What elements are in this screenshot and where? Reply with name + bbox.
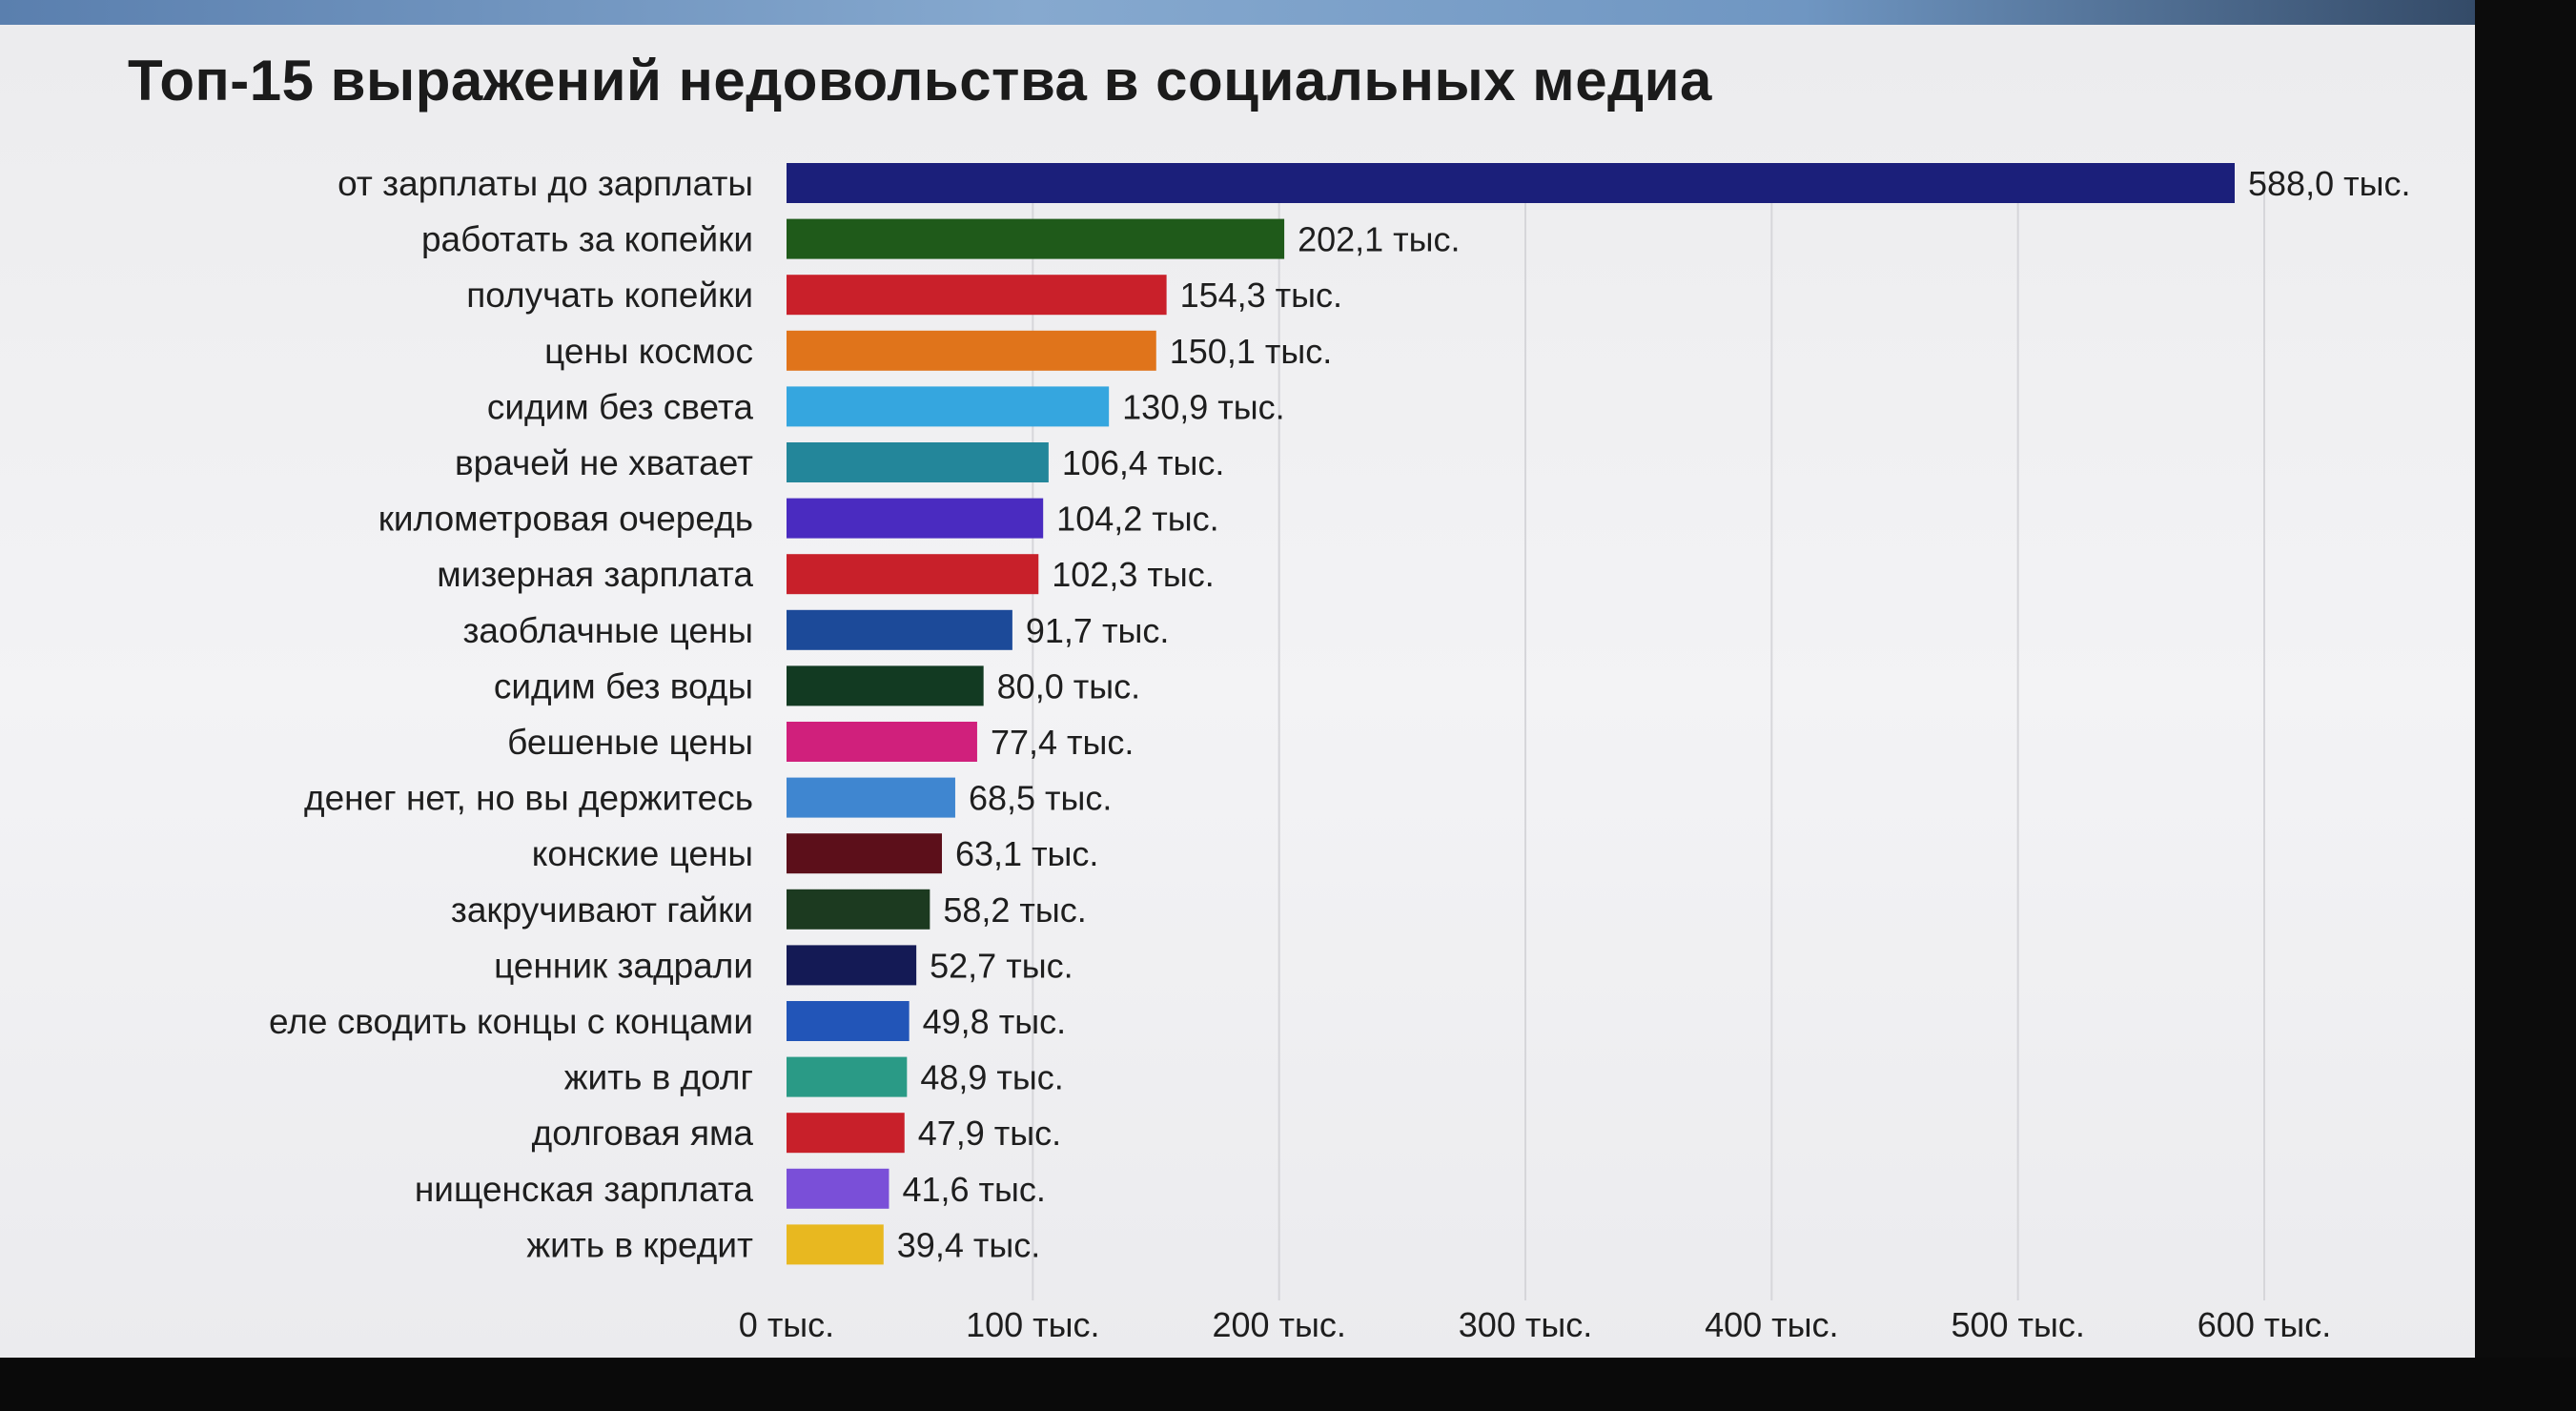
value-label-19: 39,4 тыс.: [897, 1225, 1040, 1264]
value-label-10: 77,4 тыс.: [991, 723, 1134, 762]
bar-19: [787, 1224, 884, 1265]
bar-6: [787, 498, 1044, 539]
category-label-17: долговая яма: [532, 1114, 754, 1153]
bar-9: [787, 665, 984, 706]
x-tick-label-0: 0 тыс.: [739, 1305, 834, 1344]
x-tick-label-5: 500 тыс.: [1951, 1305, 2084, 1344]
value-label-1: 202,1 тыс.: [1298, 220, 1460, 259]
chart-title: Топ-15 выражений недовольства в социальн…: [128, 49, 1712, 112]
bar-18: [787, 1168, 889, 1209]
category-label-15: еле сводить концы с концами: [269, 1002, 753, 1041]
value-label-14: 52,7 тыс.: [930, 946, 1073, 985]
category-label-19: жить в кредит: [526, 1225, 753, 1264]
bar-17: [787, 1113, 905, 1154]
value-label-8: 91,7 тыс.: [1026, 611, 1169, 650]
value-label-13: 58,2 тыс.: [943, 890, 1086, 930]
value-label-15: 49,8 тыс.: [923, 1002, 1066, 1041]
x-tick-label-2: 200 тыс.: [1212, 1305, 1345, 1344]
bar-14: [787, 945, 917, 986]
value-label-12: 63,1 тыс.: [955, 834, 1098, 873]
value-label-0: 588,0 тыс.: [2248, 164, 2410, 203]
category-label-0: от зарплаты до зарплаты: [337, 164, 753, 203]
value-label-2: 154,3 тыс.: [1180, 276, 1342, 315]
value-label-11: 68,5 тыс.: [969, 779, 1112, 818]
bar-5: [787, 442, 1049, 482]
category-label-9: сидим без воды: [494, 666, 753, 706]
bar-13: [787, 889, 930, 930]
value-label-3: 150,1 тыс.: [1170, 332, 1332, 371]
bottom-frame: [0, 1358, 2576, 1411]
value-label-6: 104,2 тыс.: [1056, 500, 1218, 539]
category-label-6: километровая очередь: [378, 500, 753, 539]
category-label-4: сидим без света: [487, 387, 754, 426]
bar-2: [787, 275, 1167, 316]
category-label-10: бешеные цены: [507, 723, 753, 762]
bar-0: [787, 163, 2235, 203]
bar-15: [787, 1001, 910, 1041]
bar-7: [787, 554, 1039, 595]
category-label-1: работать за копейки: [421, 220, 753, 259]
category-label-18: нищенская зарплата: [415, 1170, 754, 1209]
bar-12: [787, 833, 943, 874]
bar-chart: от зарплаты до зарплаты 588,0 тыс. работат…: [269, 163, 2410, 1344]
x-tick-label-3: 300 тыс.: [1459, 1305, 1592, 1344]
x-tick-label-1: 100 тыс.: [966, 1305, 1099, 1344]
category-label-13: закручивают гайки: [451, 890, 753, 930]
bar-11: [787, 777, 955, 818]
category-label-11: денег нет, но вы держитесь: [304, 779, 753, 818]
value-label-18: 41,6 тыс.: [902, 1170, 1045, 1209]
bar-8: [787, 609, 1012, 650]
value-label-5: 106,4 тыс.: [1062, 443, 1224, 482]
category-label-7: мизерная зарплата: [437, 555, 753, 594]
category-label-14: ценник задрали: [494, 946, 753, 985]
x-tick-label-4: 400 тыс.: [1705, 1305, 1838, 1344]
value-label-9: 80,0 тыс.: [997, 666, 1140, 706]
category-label-2: получать копейки: [466, 276, 753, 315]
value-label-4: 130,9 тыс.: [1122, 387, 1284, 426]
right-frame: [2475, 0, 2576, 1411]
bar-3: [787, 330, 1156, 371]
category-label-5: врачей не хватает: [455, 443, 753, 482]
value-label-17: 47,9 тыс.: [918, 1114, 1061, 1153]
x-tick-label-6: 600 тыс.: [2198, 1305, 2331, 1344]
bar-4: [787, 386, 1110, 427]
value-label-7: 102,3 тыс.: [1052, 555, 1214, 594]
bar-1: [787, 218, 1285, 259]
bar-10: [787, 722, 977, 762]
category-label-3: цены космос: [544, 332, 753, 371]
category-label-8: заоблачные цены: [462, 611, 753, 650]
bar-16: [787, 1056, 908, 1097]
category-label-16: жить в долг: [564, 1058, 753, 1097]
category-label-12: конские цены: [532, 834, 753, 873]
value-label-16: 48,9 тыс.: [920, 1058, 1063, 1097]
